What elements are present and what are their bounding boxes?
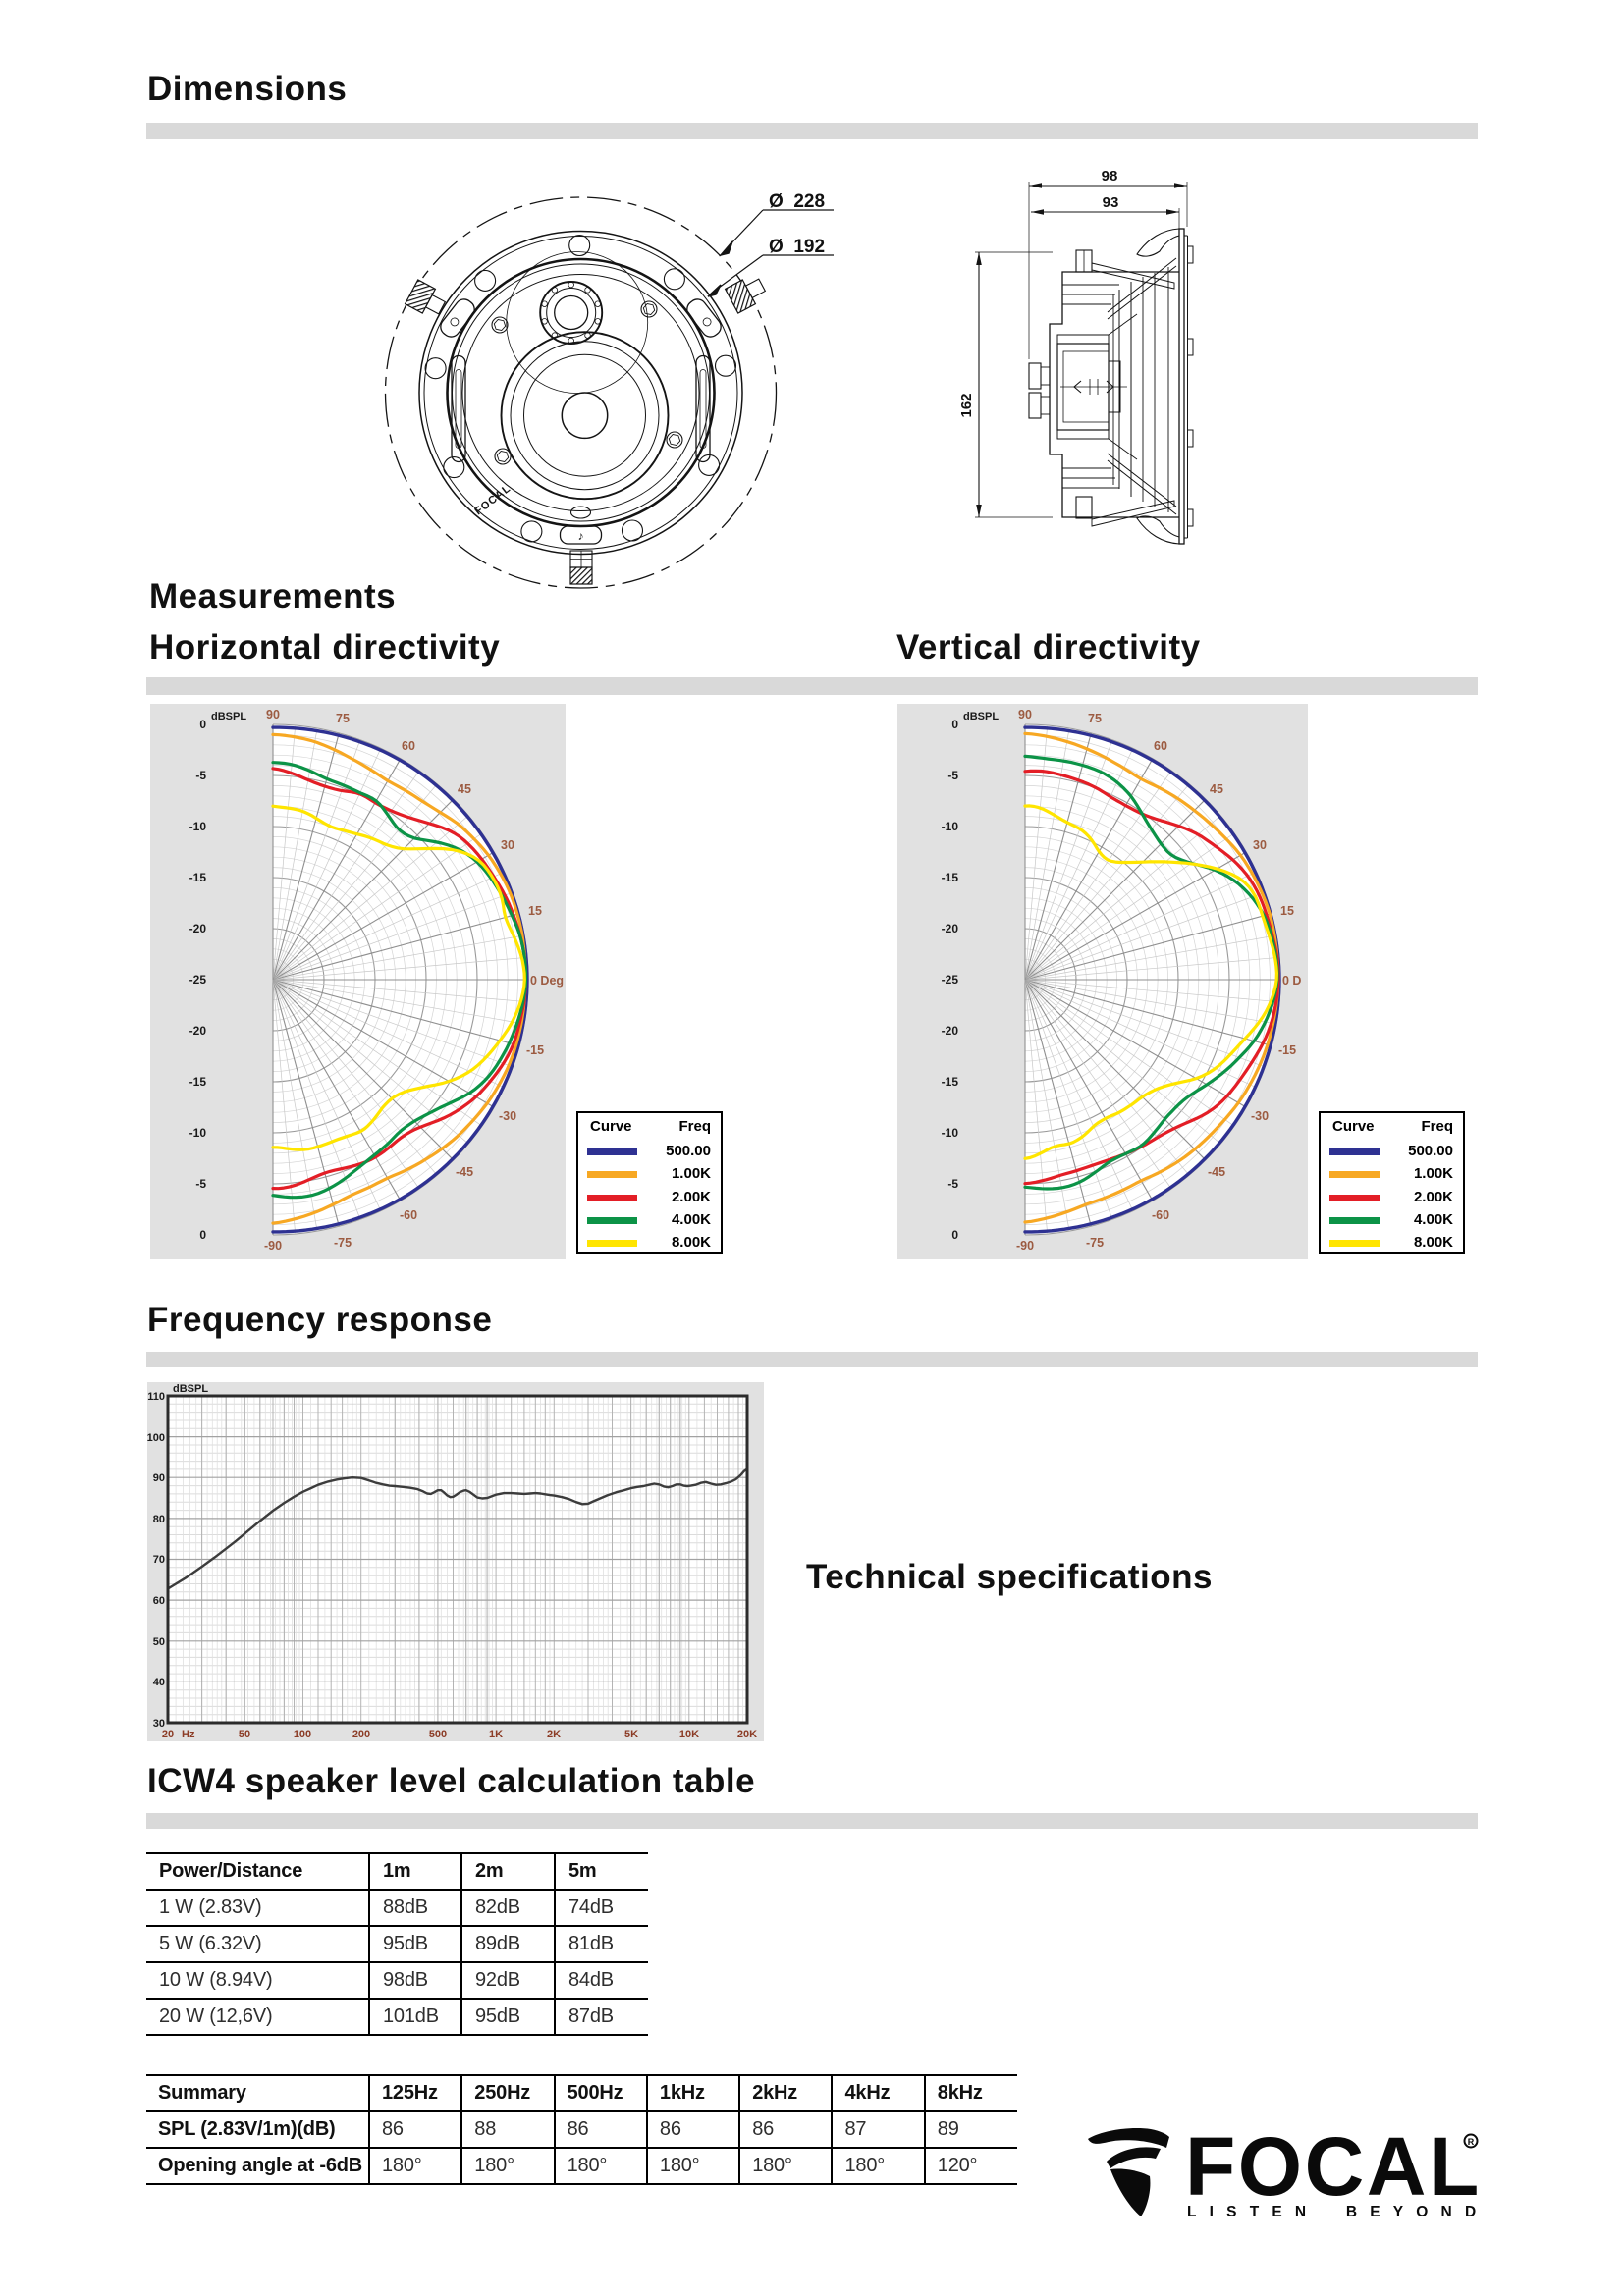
svg-text:-15: -15 xyxy=(189,871,207,884)
svg-text:20K: 20K xyxy=(737,1729,757,1740)
svg-text:-75: -75 xyxy=(1086,1236,1104,1250)
svg-text:90: 90 xyxy=(1018,708,1032,721)
svg-text:Ø 192: Ø 192 xyxy=(769,237,825,257)
svg-text:98: 98 xyxy=(1102,168,1118,185)
svg-text:60: 60 xyxy=(1154,739,1167,753)
svg-text:5K: 5K xyxy=(624,1729,638,1740)
svg-text:-15: -15 xyxy=(942,1075,959,1089)
svg-text:dBSPL: dBSPL xyxy=(963,711,999,722)
svg-text:60: 60 xyxy=(402,739,415,753)
svg-text:40: 40 xyxy=(153,1677,165,1688)
svg-text:-60: -60 xyxy=(400,1208,417,1222)
svg-text:dBSPL: dBSPL xyxy=(211,711,246,722)
svg-text:75: 75 xyxy=(1088,712,1102,725)
svg-text:15: 15 xyxy=(528,904,542,918)
svg-text:-20: -20 xyxy=(189,1024,207,1038)
svg-text:45: 45 xyxy=(458,782,471,796)
svg-text:15: 15 xyxy=(1280,904,1294,918)
svg-text:500: 500 xyxy=(429,1729,447,1740)
svg-text:-10: -10 xyxy=(189,1126,207,1140)
svg-text:-5: -5 xyxy=(195,1177,206,1191)
svg-text:-60: -60 xyxy=(1152,1208,1169,1222)
svg-text:-75: -75 xyxy=(334,1236,352,1250)
svg-text:-20: -20 xyxy=(942,1024,959,1038)
svg-text:50: 50 xyxy=(239,1729,250,1740)
svg-text:100: 100 xyxy=(147,1432,165,1444)
svg-text:♪: ♪ xyxy=(578,529,584,543)
svg-text:-15: -15 xyxy=(526,1043,544,1057)
svg-text:-10: -10 xyxy=(189,820,207,833)
svg-text:110: 110 xyxy=(147,1391,165,1403)
svg-text:-15: -15 xyxy=(189,1075,207,1089)
svg-text:60: 60 xyxy=(153,1595,165,1607)
svg-text:Ø 228: Ø 228 xyxy=(769,191,825,212)
svg-text:1K: 1K xyxy=(489,1729,503,1740)
svg-text:-5: -5 xyxy=(947,1177,958,1191)
svg-text:Hz: Hz xyxy=(182,1729,195,1740)
svg-text:-30: -30 xyxy=(499,1109,516,1123)
svg-text:-5: -5 xyxy=(947,769,958,782)
svg-text:30: 30 xyxy=(153,1718,165,1730)
svg-text:200: 200 xyxy=(352,1729,370,1740)
svg-text:0: 0 xyxy=(951,718,958,731)
svg-text:90: 90 xyxy=(266,708,280,721)
svg-text:93: 93 xyxy=(1103,194,1119,211)
svg-text:-10: -10 xyxy=(942,820,959,833)
svg-text:0: 0 xyxy=(199,1228,206,1242)
svg-text:0 D: 0 D xyxy=(1282,974,1301,988)
svg-text:FOCAL: FOCAL xyxy=(472,483,513,518)
svg-text:162: 162 xyxy=(958,393,975,417)
svg-text:45: 45 xyxy=(1210,782,1223,796)
svg-text:10K: 10K xyxy=(679,1729,699,1740)
svg-text:FOCAL: FOCAL xyxy=(1185,2120,1482,2213)
svg-text:2K: 2K xyxy=(547,1729,561,1740)
svg-text:-45: -45 xyxy=(1208,1165,1225,1179)
svg-text:-15: -15 xyxy=(1278,1043,1296,1057)
svg-text:50: 50 xyxy=(153,1636,165,1648)
svg-text:-10: -10 xyxy=(942,1126,959,1140)
svg-text:20: 20 xyxy=(162,1729,174,1740)
svg-text:0 Deg: 0 Deg xyxy=(530,974,564,988)
svg-text:-5: -5 xyxy=(195,769,206,782)
svg-text:LISTEN BEYOND: LISTEN BEYOND xyxy=(1187,2204,1489,2220)
svg-text:dBSPL: dBSPL xyxy=(173,1383,208,1395)
svg-text:-25: -25 xyxy=(942,973,959,987)
svg-text:80: 80 xyxy=(153,1514,165,1525)
svg-text:-20: -20 xyxy=(942,922,959,935)
svg-text:30: 30 xyxy=(1253,838,1267,852)
svg-text:0: 0 xyxy=(951,1228,958,1242)
svg-text:90: 90 xyxy=(153,1472,165,1484)
svg-text:R: R xyxy=(1468,2137,1475,2147)
svg-text:-20: -20 xyxy=(189,922,207,935)
svg-text:-25: -25 xyxy=(189,973,207,987)
svg-text:-15: -15 xyxy=(942,871,959,884)
svg-text:100: 100 xyxy=(294,1729,311,1740)
svg-text:75: 75 xyxy=(336,712,350,725)
svg-text:-45: -45 xyxy=(456,1165,473,1179)
svg-text:-30: -30 xyxy=(1251,1109,1269,1123)
svg-text:0: 0 xyxy=(199,718,206,731)
svg-text:-90: -90 xyxy=(1016,1239,1034,1253)
svg-text:-90: -90 xyxy=(264,1239,282,1253)
svg-text:30: 30 xyxy=(501,838,514,852)
svg-text:70: 70 xyxy=(153,1554,165,1566)
